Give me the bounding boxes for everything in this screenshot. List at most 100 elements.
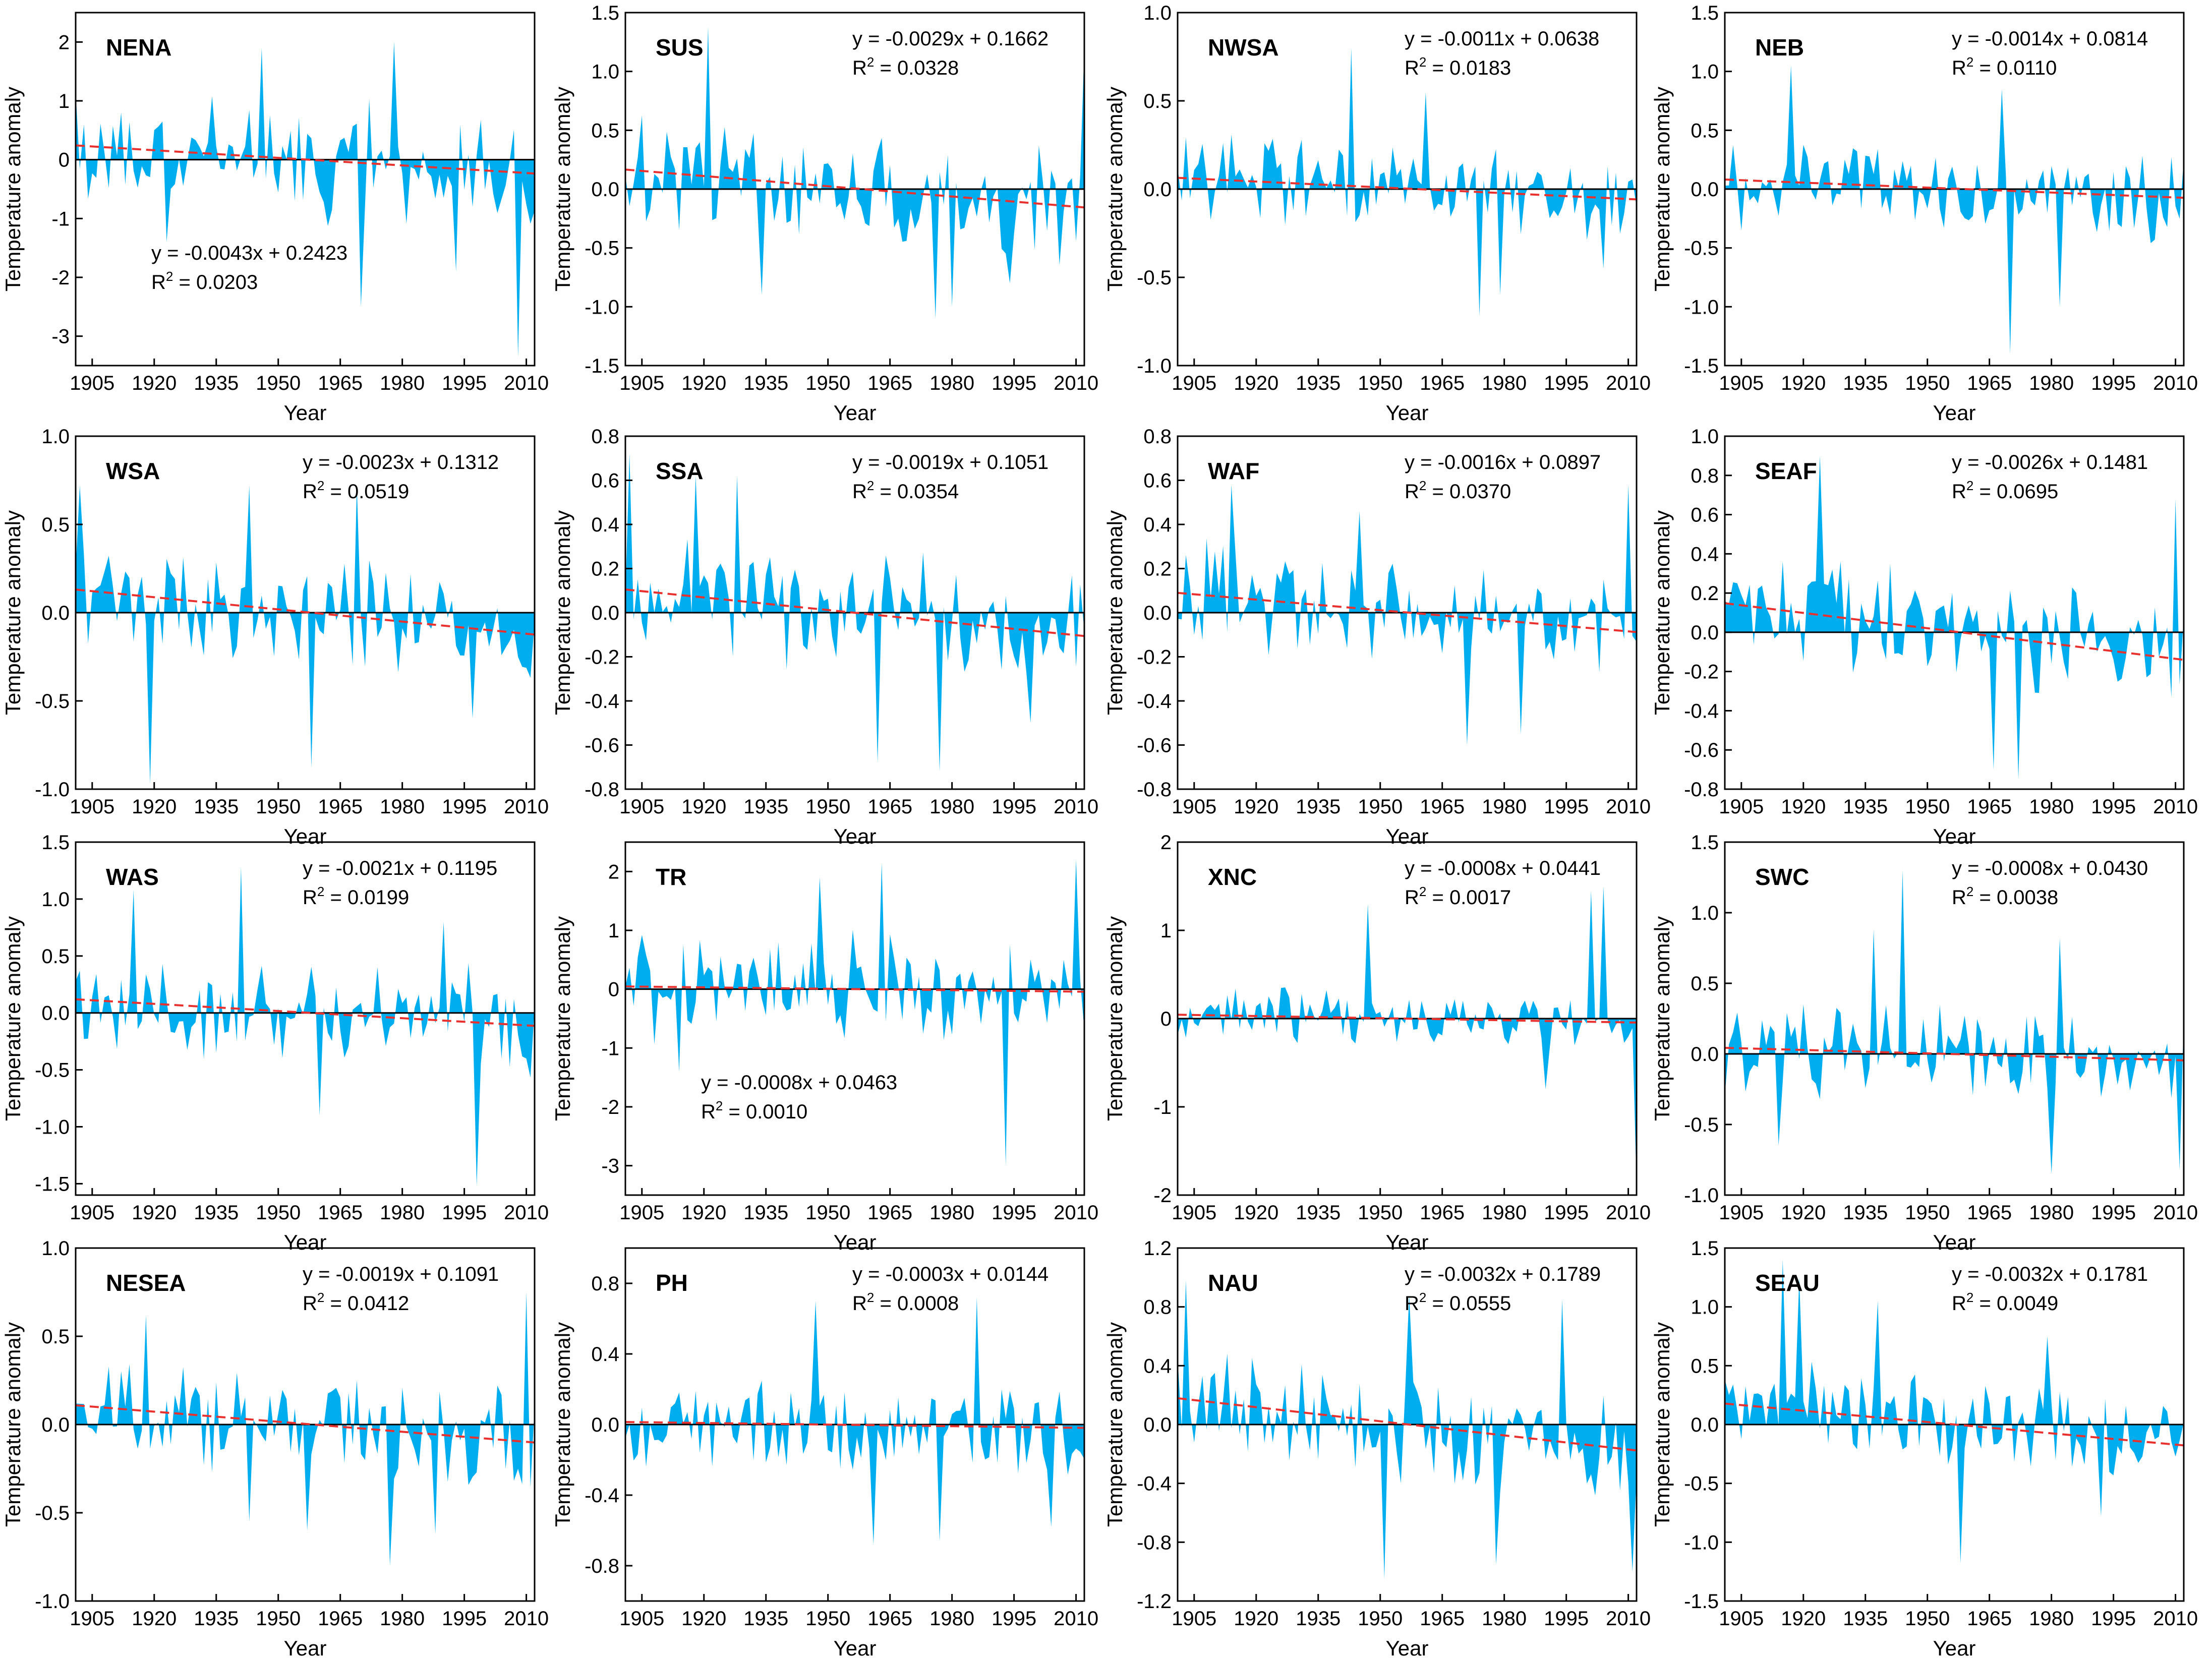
y-tick-label: -0.2 bbox=[1137, 646, 1172, 669]
x-tick-label: 1995 bbox=[2091, 1608, 2136, 1630]
y-tick-label: 0.5 bbox=[591, 120, 619, 142]
y-tick-label: 0.5 bbox=[1691, 1355, 1719, 1377]
x-tick-label: 1950 bbox=[256, 1202, 301, 1224]
x-axis-label: Year bbox=[834, 1636, 877, 1658]
x-tick-label: 1920 bbox=[681, 1608, 726, 1630]
panel-title: XNC bbox=[1208, 864, 1257, 890]
y-tick-label: 0.0 bbox=[1691, 622, 1719, 644]
x-tick-label: 1905 bbox=[1719, 1608, 1764, 1630]
x-tick-label: 1965 bbox=[318, 1608, 363, 1630]
y-axis-label: Temperature anomaly bbox=[1, 1322, 25, 1527]
x-tick-label: 1995 bbox=[992, 372, 1036, 394]
y-tick-label: 0.4 bbox=[591, 514, 619, 536]
x-tick-label: 1995 bbox=[2091, 372, 2136, 394]
y-tick-label: 0.0 bbox=[1691, 1414, 1719, 1436]
x-tick-label: 1935 bbox=[743, 1608, 788, 1630]
x-tick-label: 1935 bbox=[1843, 1608, 1888, 1630]
trend-line-seau bbox=[1725, 1402, 2184, 1447]
panel-title: WSA bbox=[106, 458, 160, 484]
r-squared: R2 = 0.0203 bbox=[151, 269, 258, 293]
y-tick-label: -0.2 bbox=[585, 646, 619, 669]
x-tick-label: 1950 bbox=[1905, 796, 1950, 818]
r-squared: R2 = 0.0370 bbox=[1405, 478, 1511, 503]
panel-nwsa: -1.0 -0.5 0.0 0.5 1.0 1905 1920 1935 1950 1965 198… bbox=[1103, 2, 1651, 425]
x-tick-label: 1965 bbox=[318, 372, 363, 394]
y-tick-label: 0.4 bbox=[591, 1343, 619, 1366]
x-tick-label: 1995 bbox=[442, 1608, 487, 1630]
x-tick-label: 1920 bbox=[132, 796, 177, 818]
panel-title: SWC bbox=[1755, 864, 1809, 890]
r-squared: R2 = 0.0555 bbox=[1405, 1290, 1511, 1315]
y-tick-label: 0.6 bbox=[1691, 504, 1719, 526]
y-tick-label: -1.0 bbox=[1684, 296, 1719, 318]
x-tick-label: 2010 bbox=[504, 796, 549, 818]
x-tick-label: 1935 bbox=[1843, 372, 1888, 394]
x-tick-label: 1905 bbox=[1719, 372, 1764, 394]
y-tick-label: 2 bbox=[1160, 832, 1172, 854]
trend-line-xnc bbox=[1178, 1014, 1637, 1024]
x-tick-label: 1980 bbox=[2029, 1202, 2074, 1224]
panel-title: TR bbox=[656, 864, 686, 890]
x-tick-label: 1980 bbox=[929, 372, 974, 394]
x-tick-label: 1920 bbox=[132, 1202, 177, 1224]
x-tick-label: 1965 bbox=[1967, 1202, 2012, 1224]
plot-frame bbox=[75, 841, 536, 1196]
trend-line-seaf bbox=[1725, 602, 2184, 661]
x-axis-label: Year bbox=[1933, 401, 1976, 425]
panel-title: SEAF bbox=[1755, 458, 1817, 484]
y-tick-label: 0.0 bbox=[1143, 179, 1172, 201]
x-tick-label: 1950 bbox=[805, 1608, 850, 1630]
x-axis-label: Year bbox=[1386, 1230, 1429, 1254]
trend-line-ph bbox=[625, 1420, 1084, 1429]
panel-title: PH bbox=[656, 1270, 688, 1296]
y-tick-label: 0.8 bbox=[591, 1273, 619, 1295]
trend-line-nwsa bbox=[1178, 176, 1637, 201]
x-tick-label: 1920 bbox=[1781, 1608, 1826, 1630]
anomaly-area-waf bbox=[1178, 485, 1637, 745]
y-tick-label: -1.0 bbox=[1684, 1185, 1719, 1207]
x-tick-label: 1950 bbox=[805, 1202, 850, 1224]
y-axis-label: Temperature anomaly bbox=[551, 1322, 574, 1527]
x-axis-label: Year bbox=[1386, 824, 1429, 848]
y-tick-label: -0.5 bbox=[35, 690, 70, 713]
y-tick-label: 0.0 bbox=[1143, 1414, 1172, 1436]
x-tick-label: 1980 bbox=[1482, 372, 1527, 394]
y-axis-label: Temperature anomaly bbox=[1650, 1322, 1674, 1527]
regression-equation: y = -0.0019x + 0.1051 bbox=[852, 451, 1049, 473]
trend-line-waf bbox=[1178, 591, 1637, 633]
x-tick-label: 1920 bbox=[132, 1608, 177, 1630]
x-tick-label: 2010 bbox=[1054, 1608, 1098, 1630]
trend-line-ssa bbox=[625, 588, 1084, 637]
y-tick-label: -1.0 bbox=[35, 779, 70, 801]
x-tick-label: 1965 bbox=[318, 1202, 363, 1224]
regression-equation: y = -0.0029x + 0.1662 bbox=[852, 28, 1049, 50]
x-tick-label: 2010 bbox=[1054, 1202, 1098, 1224]
y-tick-label: 0.2 bbox=[591, 558, 619, 580]
trend-line-tr bbox=[625, 985, 1084, 993]
x-tick-label: 2010 bbox=[2153, 1202, 2198, 1224]
panel-ph: -0.8 -0.4 0.0 0.4 0.8 1905 1920 1935 1950 1965 198… bbox=[551, 1247, 1098, 1658]
x-tick-label: 1905 bbox=[1172, 1202, 1216, 1224]
anomaly-area-wsa bbox=[76, 486, 535, 784]
y-tick-label: -0.8 bbox=[1137, 1531, 1172, 1554]
x-tick-label: 1965 bbox=[867, 1202, 912, 1224]
x-tick-label: 2010 bbox=[1606, 1608, 1651, 1630]
x-tick-label: 1905 bbox=[1172, 796, 1216, 818]
y-tick-label: 0.5 bbox=[1143, 90, 1172, 112]
panel-ssa: -0.8 -0.6 -0.4 -0.2 0.0 0.2 0.4 0.6 0.8 1905 1920 1… bbox=[551, 426, 1098, 848]
x-tick-label: 1920 bbox=[1234, 1608, 1278, 1630]
y-tick-label: 1.5 bbox=[1691, 2, 1719, 24]
x-tick-label: 1935 bbox=[743, 1202, 788, 1224]
plot-frame bbox=[1724, 841, 2185, 1196]
x-tick-label: 2010 bbox=[1606, 1202, 1651, 1224]
x-tick-label: 1950 bbox=[805, 796, 850, 818]
r-squared: R2 = 0.0110 bbox=[1952, 54, 2057, 79]
x-tick-label: 1980 bbox=[380, 1202, 425, 1224]
y-tick-label: -2 bbox=[51, 267, 70, 289]
x-tick-label: 1995 bbox=[442, 796, 487, 818]
y-tick-label: 0.8 bbox=[1143, 426, 1172, 448]
x-tick-label: 1935 bbox=[1843, 796, 1888, 818]
x-tick-label: 1965 bbox=[1967, 372, 2012, 394]
x-tick-label: 1995 bbox=[992, 796, 1036, 818]
